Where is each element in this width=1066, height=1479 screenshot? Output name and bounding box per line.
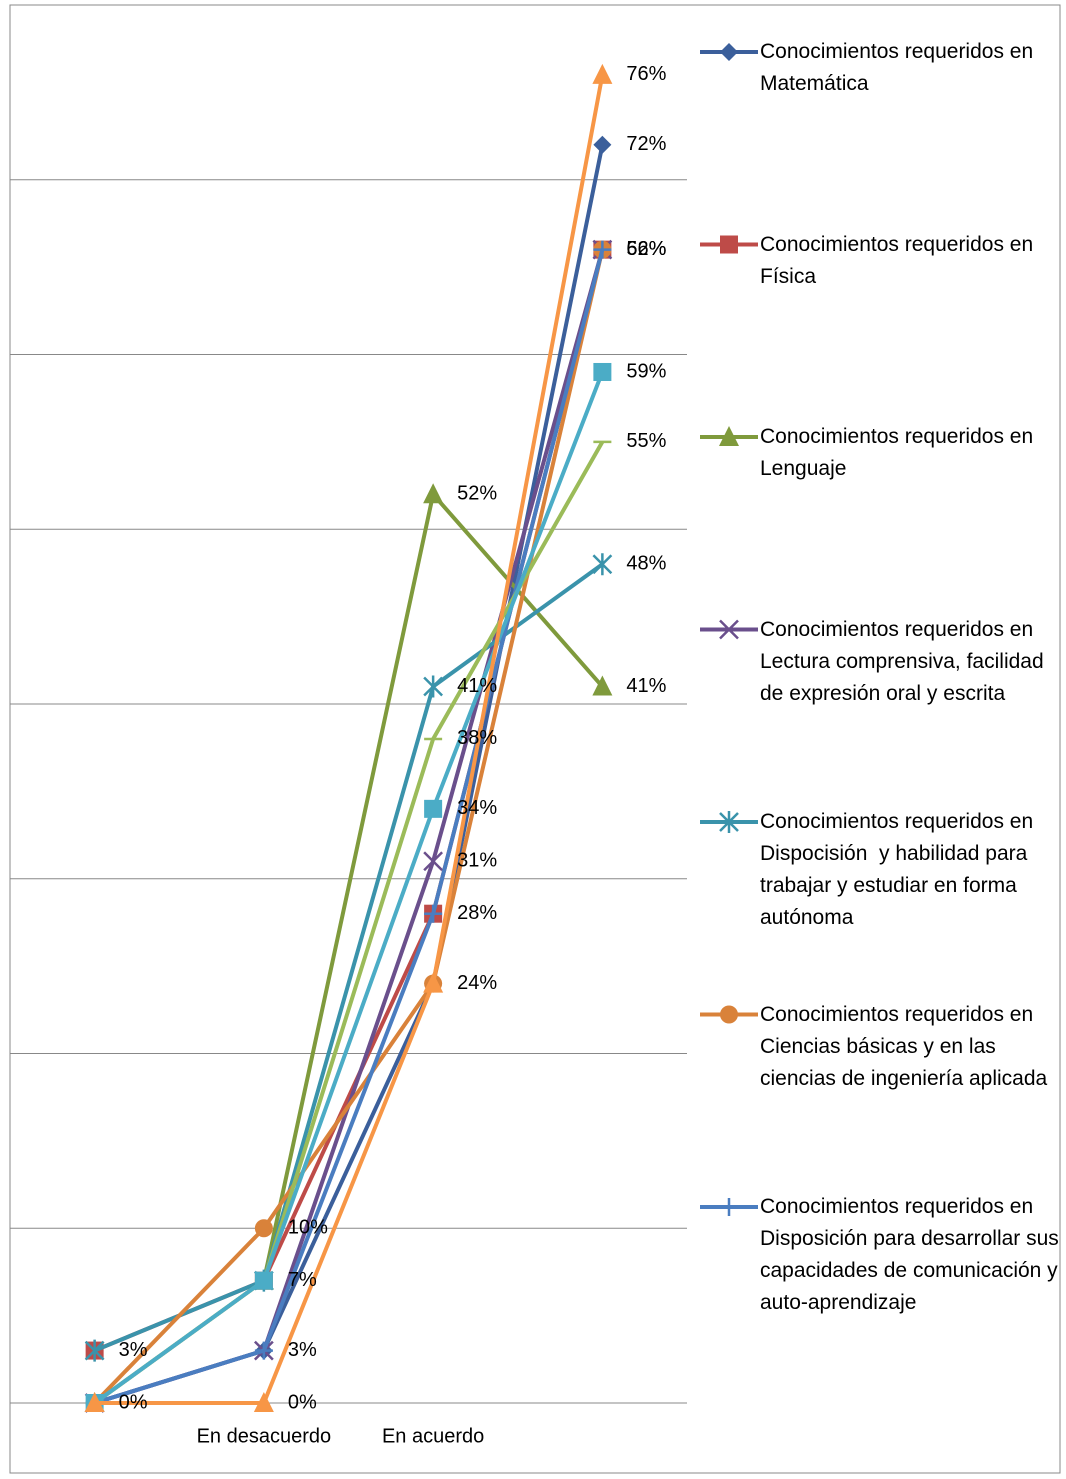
legend-marker (720, 1005, 738, 1024)
marker (254, 1271, 273, 1290)
marker (720, 1005, 738, 1024)
marker (592, 63, 613, 84)
data-label: 59% (626, 360, 666, 382)
marker (424, 799, 443, 818)
legend-marker (720, 1198, 738, 1216)
legend-marker (719, 426, 739, 446)
legend-label: Conocimientos requeridos en Física (760, 232, 1045, 288)
marker (254, 1219, 273, 1238)
data-label: 7% (288, 1269, 317, 1291)
marker (423, 972, 444, 993)
marker (84, 1392, 105, 1412)
legend-marker (719, 811, 739, 833)
data-label: 3% (119, 1339, 148, 1361)
marker (423, 483, 444, 504)
data-label: 38% (457, 727, 497, 749)
series-line (94, 249, 605, 1405)
data-label: 41% (457, 675, 497, 697)
data-label: 0% (288, 1391, 317, 1413)
series-line (93, 249, 605, 1405)
x-tick-label: En desacuerdo (197, 1425, 332, 1447)
marker (424, 904, 443, 923)
series-line (93, 371, 605, 1405)
marker (720, 43, 738, 61)
data-label: 0% (119, 1391, 148, 1413)
data-label: 66% (626, 238, 666, 260)
marker (253, 1392, 274, 1412)
marker (719, 619, 739, 640)
data-label: 10% (288, 1217, 328, 1239)
marker (593, 362, 612, 381)
marker (593, 240, 612, 259)
marker (593, 135, 612, 154)
series-line (94, 249, 605, 1405)
data-label: 76% (626, 63, 666, 85)
legend-label: Conocimientos requeridos en Disposición … (760, 1195, 1065, 1314)
data-label: 52% (457, 483, 497, 505)
legend-label: Conocimientos requeridos en Lenguaje (760, 425, 1045, 480)
marker (719, 426, 739, 446)
data-label: 41% (626, 675, 666, 697)
marker (84, 1339, 105, 1362)
legend-label: Conocimientos requeridos en Matemática (760, 40, 1045, 95)
data-label: 28% (457, 902, 497, 924)
series-line (93, 492, 604, 1405)
x-tick-label: En acuerdo (382, 1425, 484, 1447)
series-line (94, 74, 605, 1405)
legend-marker (719, 619, 739, 640)
marker (720, 1198, 738, 1216)
legend-marker (720, 235, 738, 254)
data-label: 3% (288, 1339, 317, 1361)
marker (592, 675, 613, 696)
marker (719, 811, 739, 833)
data-label: 34% (457, 797, 497, 819)
data-label: 24% (457, 972, 497, 994)
marker (423, 675, 444, 698)
legend-marker (720, 43, 738, 61)
marker (592, 553, 613, 576)
data-label: 31% (457, 850, 497, 872)
data-label: 48% (626, 552, 666, 574)
data-label: 52% (626, 238, 666, 260)
marker (254, 1341, 273, 1360)
legend-label: Conocimientos requeridos en Ciencias bás… (760, 1002, 1051, 1090)
series-line (93, 249, 605, 1353)
legend-label: Conocimientos requeridos en Lectura comp… (760, 617, 1050, 705)
data-label: 55% (626, 430, 666, 452)
legend-label: Conocimientos requeridos en Dispocisión … (760, 810, 1045, 929)
marker (423, 851, 444, 872)
marker (720, 235, 738, 254)
series-line (94, 144, 605, 1405)
data-label: 72% (626, 133, 666, 155)
series-line (93, 562, 604, 1353)
